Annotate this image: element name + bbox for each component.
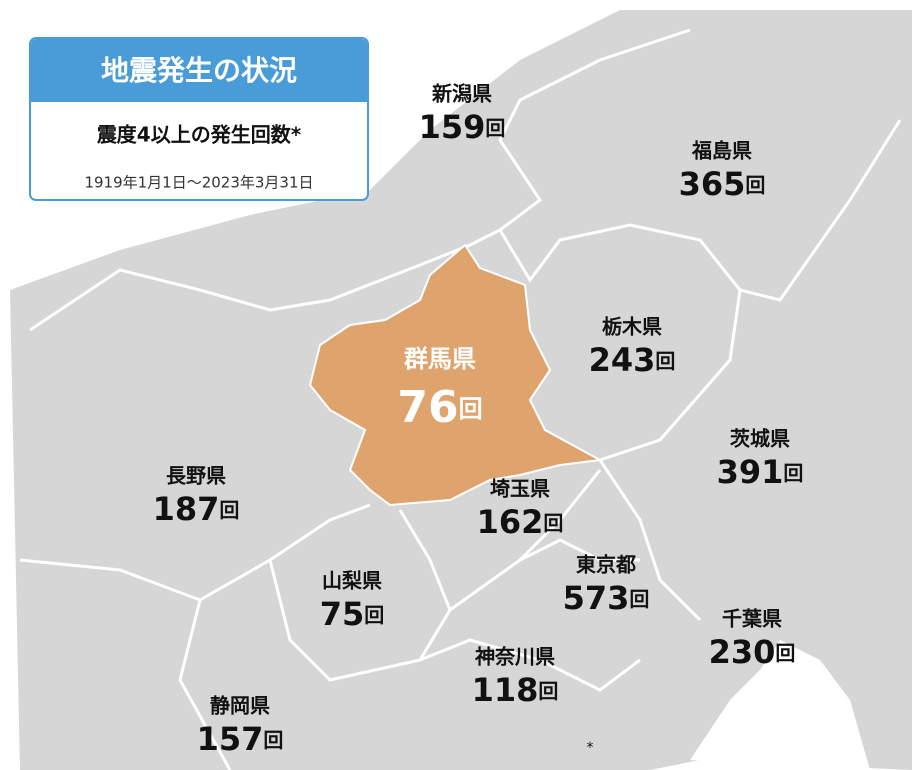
count-value: 230: [709, 633, 776, 671]
subtitle: 震度4以上の発生回数*: [97, 123, 302, 147]
title-header: [31, 39, 367, 102]
count-value: 157: [197, 720, 264, 758]
prefecture-count: 391回: [717, 453, 804, 491]
count-unit: 回: [485, 116, 505, 140]
prefecture-name: 山梨県: [322, 569, 382, 593]
gunma-region: [308, 243, 604, 507]
prefecture-count: 230回: [709, 633, 796, 671]
prefecture-name: 東京都: [576, 553, 636, 577]
prefecture-name: 群馬県: [404, 345, 476, 373]
count-unit: 回: [459, 395, 483, 423]
count-unit: 回: [219, 498, 239, 522]
prefecture-name: 神奈川県: [474, 645, 555, 669]
prefecture-count: 118回: [472, 671, 559, 709]
count-value: 391: [717, 453, 784, 491]
count-value: 76: [397, 382, 458, 433]
count-value: 159: [419, 108, 486, 146]
footnote-mark: *: [587, 740, 594, 756]
prefecture-name: 新潟県: [431, 82, 492, 106]
count-unit: 回: [364, 603, 384, 627]
count-unit: 回: [543, 511, 563, 535]
count-value: 118: [472, 671, 539, 709]
prefecture-name: 静岡県: [210, 694, 270, 718]
prefecture-name: 千葉県: [722, 607, 782, 631]
count-value: 243: [589, 341, 656, 379]
count-value: 75: [320, 595, 365, 633]
period: 1919年1月1日～2023年3月31日: [84, 174, 313, 192]
prefecture-count: 75回: [320, 595, 385, 633]
count-value: 162: [477, 503, 544, 541]
count-unit: 回: [655, 349, 675, 373]
prefecture-name: 栃木県: [602, 315, 662, 339]
count-value: 187: [153, 490, 220, 528]
prefecture-count: 76回: [397, 382, 482, 433]
prefecture-name: 長野県: [166, 464, 226, 488]
count-unit: 回: [629, 587, 649, 611]
prefecture-count: 162回: [477, 503, 564, 541]
count-unit: 回: [775, 641, 795, 665]
count-unit: 回: [783, 461, 803, 485]
count-value: 573: [563, 579, 630, 617]
sea: [690, 650, 912, 770]
prefecture-count: 573回: [563, 579, 650, 617]
borders: [19, 28, 902, 770]
count-unit: 回: [538, 679, 558, 703]
count-unit: 回: [745, 173, 765, 197]
prefecture-name: 埼玉県: [490, 477, 550, 501]
prefecture-count: 159回: [419, 108, 506, 146]
prefecture-count: 187回: [153, 490, 240, 528]
prefecture-name: 福島県: [691, 139, 752, 163]
title: 地震発生の状況: [101, 54, 297, 87]
count-unit: 回: [263, 728, 283, 752]
title-box: 地震発生の状況 震度4以上の発生回数* 1919年1月1日～2023年3月31日: [29, 37, 369, 201]
prefecture-name: 茨城県: [730, 427, 790, 451]
prefecture-count: 365回: [679, 165, 766, 203]
count-value: 365: [679, 165, 746, 203]
prefecture-count: 243回: [589, 341, 676, 379]
prefecture-count: 157回: [197, 720, 284, 758]
